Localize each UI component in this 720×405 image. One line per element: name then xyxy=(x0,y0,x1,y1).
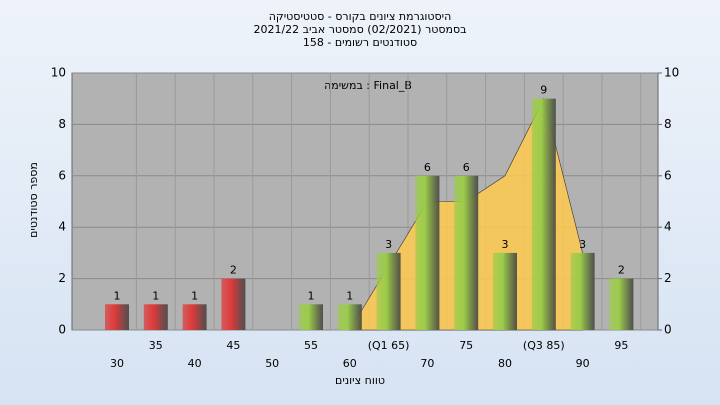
bar xyxy=(299,304,323,330)
x-tick-label: 70 xyxy=(420,357,434,370)
y-tick-label: 4 xyxy=(58,220,66,234)
data-label: 2 xyxy=(230,264,237,277)
y-tick-label: 0 xyxy=(58,323,66,337)
data-label: 1 xyxy=(114,289,121,302)
data-label: 3 xyxy=(502,238,509,251)
x-tick-label: 80 xyxy=(498,357,512,370)
y-tick-label: 2 xyxy=(58,271,66,285)
data-label: 1 xyxy=(346,289,353,302)
x-tick-label: (Q3 85) xyxy=(523,339,565,352)
y2-tick-label: 4 xyxy=(664,220,672,234)
bar xyxy=(337,304,362,330)
x-tick-label: 50 xyxy=(265,357,279,370)
annotation: במשימה : Final_B xyxy=(324,79,412,92)
y2-tick-label: 6 xyxy=(664,168,672,182)
bar xyxy=(609,278,634,330)
x-tick-label: 35 xyxy=(149,339,163,352)
x-axis-label: טווח ציונים xyxy=(335,374,385,387)
y2-tick-label: 10 xyxy=(664,66,679,80)
x-tick-label: 55 xyxy=(304,339,318,352)
chart-subtitle: בסמסטר (02/2021) סמסטר אביב 2021/22 xyxy=(253,23,466,36)
x-tick-label: 30 xyxy=(110,357,124,370)
data-label: 1 xyxy=(191,289,198,302)
bar xyxy=(376,252,401,330)
x-tick-label: 40 xyxy=(188,357,202,370)
y2-tick-label: 8 xyxy=(664,117,672,131)
bar xyxy=(570,252,595,330)
x-tick-label: 95 xyxy=(614,339,628,352)
bar xyxy=(143,304,168,330)
bar xyxy=(454,175,479,330)
data-label: 6 xyxy=(463,161,470,174)
data-label: 1 xyxy=(308,289,315,302)
bar xyxy=(221,278,246,330)
x-tick-label: 75 xyxy=(459,339,473,352)
data-label: 3 xyxy=(385,238,392,251)
bar xyxy=(531,98,556,330)
data-label: 2 xyxy=(618,264,625,277)
y-tick-label: 8 xyxy=(58,117,66,131)
y-tick-label: 6 xyxy=(58,168,66,182)
x-tick-label: (Q1 65) xyxy=(368,339,410,352)
y-axis-label: מספר סטודנטים xyxy=(27,162,40,238)
chart-subtitle: סטודנטים רשומים - 158 xyxy=(303,36,417,49)
data-label: 3 xyxy=(579,238,586,251)
bar xyxy=(493,252,517,330)
bar xyxy=(182,304,207,330)
data-label: 9 xyxy=(540,84,547,97)
y2-tick-label: 2 xyxy=(664,271,672,285)
y-tick-label: 10 xyxy=(51,66,66,80)
data-label: 1 xyxy=(152,289,159,302)
y2-tick-label: 0 xyxy=(664,323,672,337)
bar xyxy=(415,175,440,330)
bar xyxy=(105,304,129,330)
x-tick-label: 60 xyxy=(343,357,357,370)
x-tick-label: 45 xyxy=(226,339,240,352)
x-tick-label: 90 xyxy=(576,357,590,370)
data-label: 6 xyxy=(424,161,431,174)
chart-title: היסטוגרמת ציונים בקורס - סטטיסטיקה xyxy=(269,10,452,23)
